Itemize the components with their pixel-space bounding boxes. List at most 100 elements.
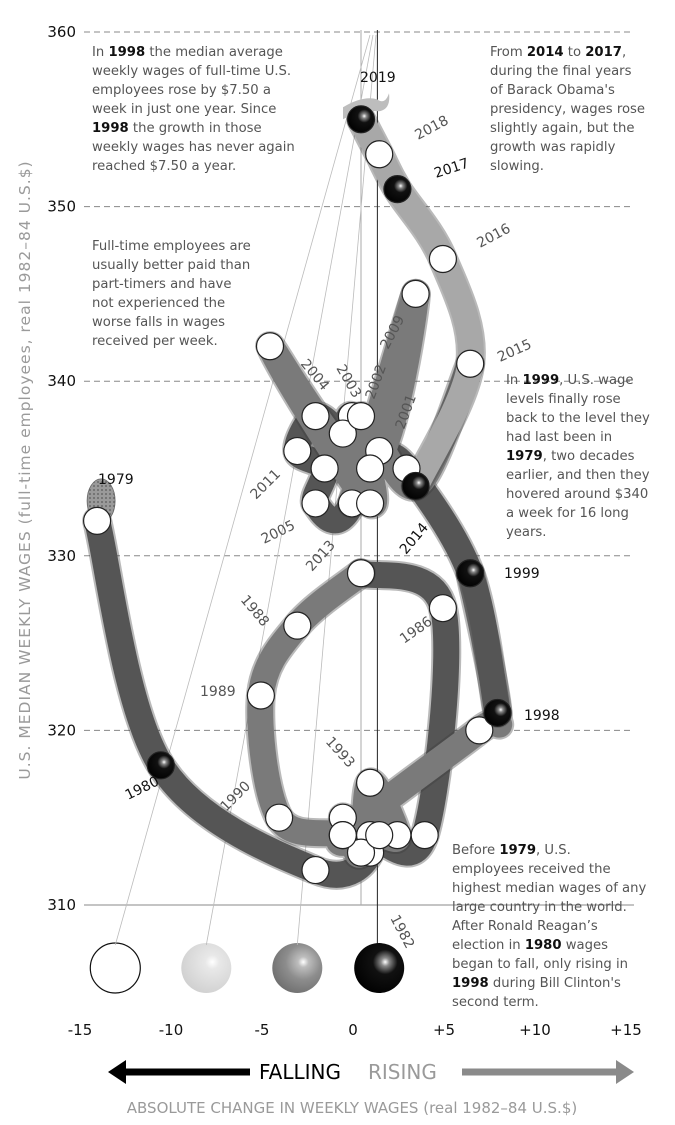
year-label-1982: 1982 bbox=[386, 912, 417, 951]
year-label-2017: 2017 bbox=[432, 156, 471, 182]
annotation-line: years. bbox=[506, 525, 546, 540]
annotation-line: After Ronald Reagan’s bbox=[452, 919, 598, 934]
annotation-line: 1979, two decades bbox=[506, 449, 635, 464]
point-1986 bbox=[428, 594, 457, 623]
year-label-1989: 1989 bbox=[200, 684, 236, 700]
point-1993 bbox=[356, 768, 385, 797]
annotation-a1998: In 1998 the median average weekly wages o… bbox=[92, 45, 295, 174]
legend-ball-black bbox=[354, 943, 405, 993]
annotation-line: large country in the world. bbox=[452, 900, 627, 915]
point-2013 bbox=[346, 402, 376, 431]
point-2009 bbox=[401, 279, 430, 308]
year-label-1993: 1993 bbox=[322, 734, 358, 771]
annotation-line: part-timers and have bbox=[92, 277, 231, 292]
y-tick-310: 310 bbox=[47, 896, 76, 914]
point-2015 bbox=[456, 349, 485, 378]
annotation-line: weekly wages has never again bbox=[92, 140, 295, 155]
x-tick-+5: +5 bbox=[433, 1021, 455, 1039]
y-tick-340: 340 bbox=[47, 372, 76, 390]
point-1979 bbox=[82, 506, 112, 535]
annotation-line: hovered around $340 bbox=[506, 487, 648, 502]
point-2017 bbox=[383, 175, 412, 204]
point-2011 bbox=[255, 332, 285, 361]
falling-label: FALLING bbox=[259, 1060, 341, 1084]
annotation-line: second term. bbox=[452, 995, 539, 1010]
year-label-2014: 2014 bbox=[397, 520, 432, 558]
point-1996 bbox=[328, 821, 357, 850]
annotation-line: back to the level they bbox=[506, 411, 650, 426]
annotation-line: of Barack Obama's bbox=[490, 83, 615, 98]
x-tick-+10: +10 bbox=[519, 1021, 551, 1039]
x-tick--15: -15 bbox=[68, 1021, 93, 1039]
point-2003 bbox=[328, 419, 357, 448]
year-label-1988: 1988 bbox=[237, 592, 272, 630]
axes-layer: -15 -10 -5 0 +5 +10 +15 bbox=[68, 942, 642, 1039]
leader-line bbox=[205, 34, 374, 946]
annotation-line: during the final years bbox=[490, 64, 632, 79]
annotation-line: week in just one year. Since bbox=[92, 102, 276, 117]
annotation-line: 1998 during Bill Clinton's bbox=[452, 976, 621, 991]
point-1999 bbox=[456, 559, 485, 588]
year-label-2018: 2018 bbox=[412, 113, 451, 144]
year-label-1998: 1998 bbox=[524, 708, 560, 724]
annotation-line: not experienced the bbox=[92, 296, 225, 311]
point-1985 bbox=[410, 821, 439, 850]
point-2004 bbox=[301, 402, 330, 431]
point-1980 bbox=[146, 751, 175, 780]
point-1987 bbox=[346, 559, 376, 588]
year-label-2015: 2015 bbox=[495, 337, 534, 366]
annotation-line: From 2014 to 2017, bbox=[490, 45, 626, 60]
annotation-line: employees received the bbox=[452, 862, 611, 877]
points-layer bbox=[82, 105, 512, 885]
year-label-2011: 2011 bbox=[248, 466, 285, 503]
annotation-line: a week for 16 long bbox=[506, 506, 629, 521]
annotation-a1979: Before 1979, U.S. employees received the h… bbox=[452, 843, 646, 1010]
annotation-line: earlier, and then they bbox=[506, 468, 650, 483]
annotation-line: usually better paid than bbox=[92, 258, 250, 273]
annotation-line: highest median wages of any bbox=[452, 881, 646, 896]
annotation-line: worse falls in wages bbox=[92, 315, 225, 330]
annotation-line: Before 1979, U.S. bbox=[452, 843, 571, 858]
annotation-line: began to fall, only rising in bbox=[452, 957, 628, 972]
leader-line bbox=[114, 34, 371, 946]
y-tick-320: 320 bbox=[47, 721, 76, 739]
leader-line bbox=[296, 34, 377, 946]
point-1992 bbox=[346, 838, 376, 867]
annotation-afull: Full-time employees are usually better pa… bbox=[92, 239, 251, 349]
point-2019 bbox=[346, 105, 376, 134]
point-2007 bbox=[301, 489, 330, 518]
x-tick--5: -5 bbox=[255, 1021, 270, 1039]
point-2014 bbox=[401, 471, 430, 501]
y-tick-360: 360 bbox=[47, 23, 76, 41]
annotation-line: Full-time employees are bbox=[92, 239, 251, 254]
tube-layer bbox=[82, 93, 515, 890]
annotation-line: had last been in bbox=[506, 430, 612, 445]
annotation-line: received per week. bbox=[92, 334, 218, 349]
leader-lines-layer bbox=[114, 34, 377, 946]
year-label-1979: 1979 bbox=[98, 472, 134, 488]
point-2010 bbox=[356, 454, 385, 483]
annotation-line: In 1998 the median average bbox=[92, 45, 283, 60]
annotation-line: 1998 the growth in those bbox=[92, 121, 262, 136]
annotation-line: growth was rapidly bbox=[490, 140, 616, 155]
point-1998 bbox=[483, 698, 512, 728]
legend-ball-light-grey bbox=[181, 943, 232, 993]
point-1997 bbox=[465, 716, 494, 745]
annotation-line: levels finally rose bbox=[506, 392, 621, 407]
year-label-1986: 1986 bbox=[397, 614, 435, 648]
y-tick-330: 330 bbox=[47, 547, 76, 565]
point-1990 bbox=[265, 803, 294, 832]
annotation-a1999: In 1999, U.S. wage levels finally rose bac… bbox=[506, 373, 650, 540]
annotation-line: presidency, wages rose bbox=[490, 102, 645, 117]
x-tick--10: -10 bbox=[159, 1021, 184, 1039]
year-label-2019: 2019 bbox=[360, 70, 396, 86]
legend-ball-dark-grey bbox=[272, 943, 323, 993]
point-2018 bbox=[365, 140, 394, 169]
annotation-line: In 1999, U.S. wage bbox=[506, 373, 634, 388]
point-2012 bbox=[356, 489, 385, 518]
annotation-line: employees rose by $7.50 a bbox=[92, 83, 271, 98]
annotation-line: slowing. bbox=[490, 159, 544, 174]
direction-arrow: FALLING RISING bbox=[108, 1060, 634, 1084]
